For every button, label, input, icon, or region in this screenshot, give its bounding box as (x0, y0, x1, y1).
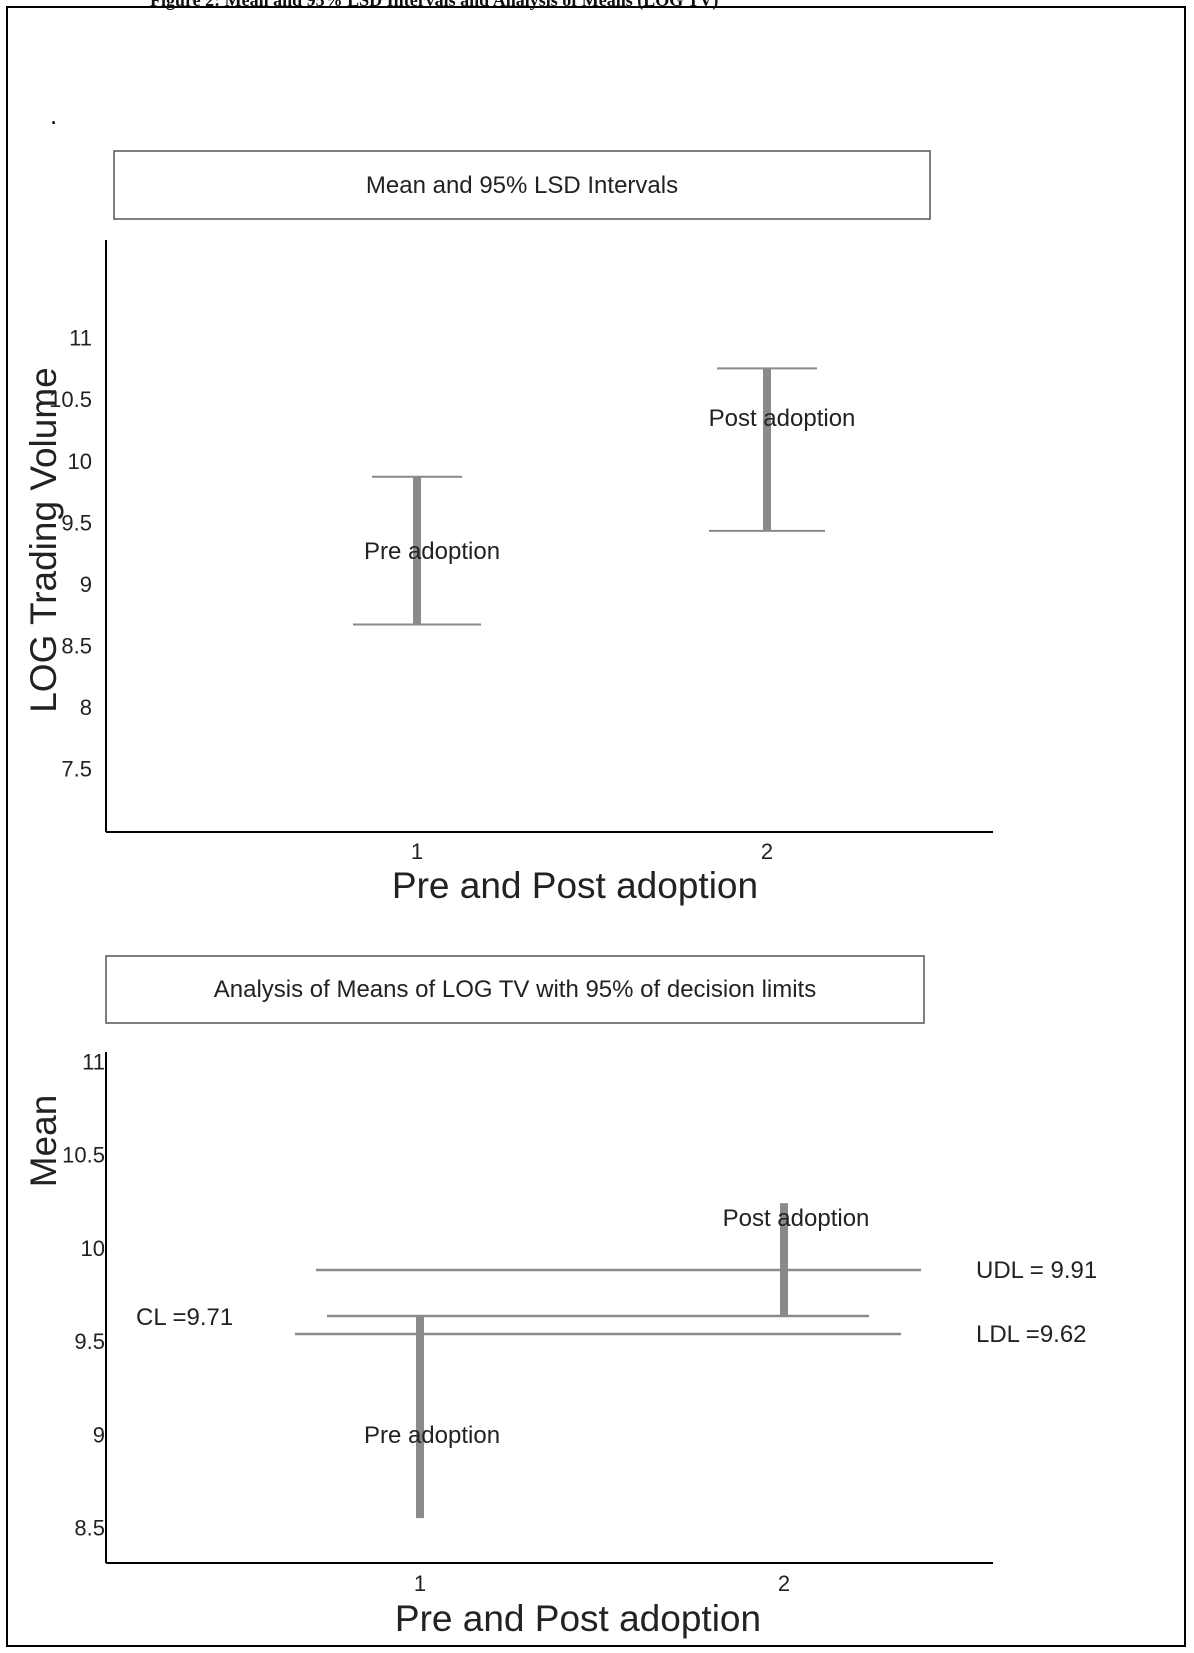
chart1-x-label: Pre and Post adoption (392, 865, 758, 906)
chart2-y-tick: 10.5 (62, 1143, 105, 1168)
chart1-interval-label: Pre adoption (364, 538, 500, 565)
chart2-x-tick: 1 (414, 1571, 426, 1596)
cropped-caption: Figure 2: Mean and 95% LSD Intervals and… (0, 0, 1194, 12)
chart2-x-label: Pre and Post adoption (395, 1598, 761, 1639)
chart1-y-tick: 10.5 (49, 387, 92, 412)
chart1-interval-label: Post adoption (709, 405, 856, 432)
chart2-title: Analysis of Means of LOG TV with 95% of … (214, 976, 816, 1003)
chart1-y-tick: 7.5 (61, 757, 92, 782)
chart1-x-tick: 2 (761, 839, 773, 864)
chart2-y-label: Mean (23, 1095, 64, 1188)
chart2-udl-label: UDL = 9.91 (976, 1257, 1097, 1284)
chart1-y-tick: 9.5 (61, 510, 92, 535)
figure-frame (6, 6, 1186, 1647)
chart1-x-tick: 1 (411, 839, 423, 864)
caption-fragment: Figure 2: Mean and 95% LSD Intervals and… (150, 0, 719, 10)
chart1-y-tick: 10 (68, 449, 92, 474)
chart1-y-tick: 9 (80, 572, 92, 597)
chart2-y-tick: 11 (82, 1050, 105, 1075)
chart1-title-box (113, 150, 931, 220)
chart2-x-tick: 2 (778, 1571, 790, 1596)
chart1-y-tick: 8.5 (61, 633, 92, 658)
chart1-y-tick: 11 (69, 326, 92, 351)
chart2-y-tick: 9 (93, 1422, 105, 1447)
chart1-y-ticks: 7.5 8 8.5 9 9.5 10 10.5 11 (49, 326, 92, 782)
chart2-cl-label: CL =9.71 (136, 1304, 233, 1331)
chart2-decision-limits: UDL = 9.91 CL =9.71 LDL =9.62 (136, 1257, 1097, 1348)
chart1-y-tick: 8 (80, 695, 92, 720)
chart1-intervals: Pre adoption Post adoption (353, 367, 856, 626)
chart2-y-tick: 10 (81, 1236, 105, 1261)
chart2-mean-label: Post adoption (723, 1205, 870, 1232)
chart2-title-box (105, 955, 925, 1024)
chart2-y-tick: 9.5 (74, 1329, 105, 1354)
stray-dot: . (50, 100, 57, 130)
chart-anom: Analysis of Means of LOG TV with 95% of … (23, 955, 1097, 1639)
chart1-title: Mean and 95% LSD Intervals (366, 172, 678, 199)
chart2-means: Pre adoption Post adoption (364, 1203, 870, 1519)
chart-lsd-intervals: Mean and 95% LSD Intervals 7.5 8 8.5 9 9.5 10… (23, 150, 993, 906)
chart2-ldl-label: LDL =9.62 (976, 1321, 1087, 1348)
chart2-y-tick: 8.5 (74, 1516, 105, 1541)
chart1-y-label: LOG Trading Volume (23, 367, 64, 713)
chart2-y-ticks: 8.5 9 9.5 10 10.5 11 (62, 1050, 105, 1541)
chart2-mean-label: Pre adoption (364, 1422, 500, 1449)
